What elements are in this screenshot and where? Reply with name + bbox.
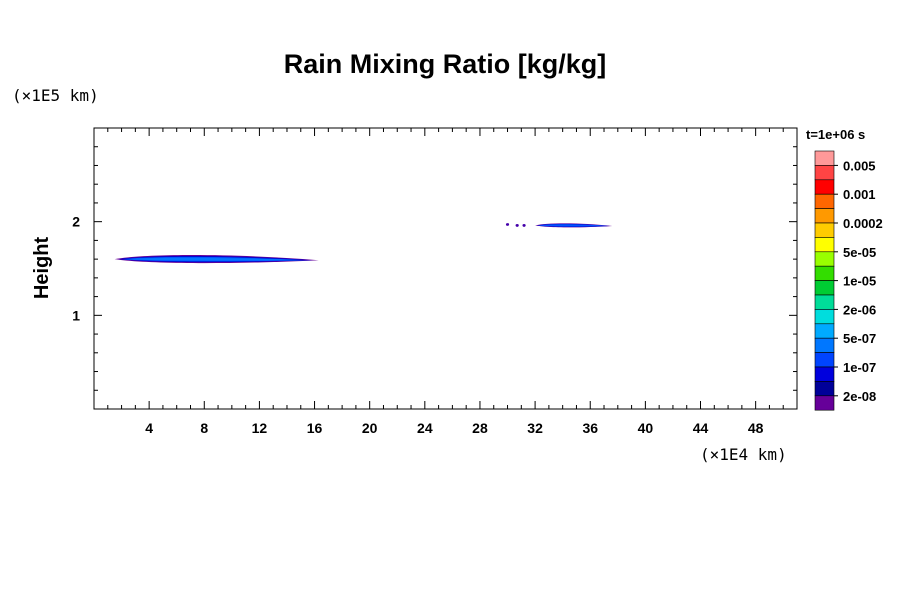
colorbar-swatch xyxy=(814,309,835,325)
chart-title: Rain Mixing Ratio [kg/kg] xyxy=(284,49,607,79)
x-tick-label: 16 xyxy=(307,420,323,436)
rain-layer-contour xyxy=(126,257,301,261)
colorbar-swatch xyxy=(814,352,835,368)
colorbar-level-label: 2e-06 xyxy=(843,302,876,317)
colorbar-level-label: 5e-07 xyxy=(843,331,876,346)
colorbar-level-label: 1e-07 xyxy=(843,360,876,375)
colorbar-labels: 0.005 0.001 0.0002 5e-05 1e-05 2e-06 5e-07 1e-0… xyxy=(834,158,883,404)
colorbar: t=1e+06 s 0.005 0.001 0.0002 5e-05 1e-05 2e-0… xyxy=(806,127,883,411)
rain-layer-contour xyxy=(538,224,608,227)
y-unit-label: (×1E5 km) xyxy=(12,86,99,105)
colorbar-swatch xyxy=(814,237,835,253)
colorbar-swatch xyxy=(814,265,835,281)
colorbar-level-label: 0.001 xyxy=(843,187,876,202)
rain-speck xyxy=(515,224,519,227)
x-tick-label: 20 xyxy=(362,420,378,436)
colorbar-swatch xyxy=(814,193,835,209)
rain-speck xyxy=(522,224,526,227)
colorbar-swatch xyxy=(814,337,835,353)
x-tick-label: 36 xyxy=(582,420,598,436)
colorbar-swatch xyxy=(814,294,835,310)
data-features xyxy=(114,223,613,264)
x-tick-label: 24 xyxy=(417,420,433,436)
x-tick-label: 48 xyxy=(748,420,764,436)
plot-frame xyxy=(93,127,798,410)
x-tick-label: 32 xyxy=(527,420,543,436)
colorbar-swatch xyxy=(814,150,835,166)
colorbar-swatch xyxy=(814,251,835,267)
x-tick-label: 12 xyxy=(252,420,268,436)
x-tick-label: 8 xyxy=(200,420,208,436)
colorbar-swatch xyxy=(814,222,835,238)
colorbar-swatch xyxy=(814,366,835,382)
colorbar-swatch xyxy=(814,280,835,296)
colorbar-swatch xyxy=(814,208,835,224)
colorbar-level-label: 0.005 xyxy=(843,158,876,173)
colorbar-level-label: 0.0002 xyxy=(843,216,883,231)
x-unit-label: (×1E4 km) xyxy=(700,445,787,464)
colorbar-swatch xyxy=(814,179,835,195)
x-tick-label: 4 xyxy=(145,420,153,436)
colorbar-level-label: 1e-05 xyxy=(843,274,876,289)
x-tick-label: 40 xyxy=(638,420,654,436)
rain-speck xyxy=(505,223,510,226)
y-axis-label: Height xyxy=(31,237,53,300)
colorbar-time-label: t=1e+06 s xyxy=(806,127,865,142)
colorbar-swatch xyxy=(814,323,835,339)
colorbar-swatch xyxy=(814,165,835,181)
x-tick-label: 44 xyxy=(693,420,709,436)
x-tick-label: 28 xyxy=(472,420,488,436)
colorbar-level-label: 5e-05 xyxy=(843,245,876,260)
y-tick-label: 1 xyxy=(72,307,80,323)
colorbar-swatches xyxy=(814,150,835,411)
colorbar-swatch xyxy=(814,395,835,411)
y-tick-label: 2 xyxy=(72,214,80,230)
colorbar-level-label: 2e-08 xyxy=(843,389,876,404)
colorbar-swatch xyxy=(814,381,835,397)
